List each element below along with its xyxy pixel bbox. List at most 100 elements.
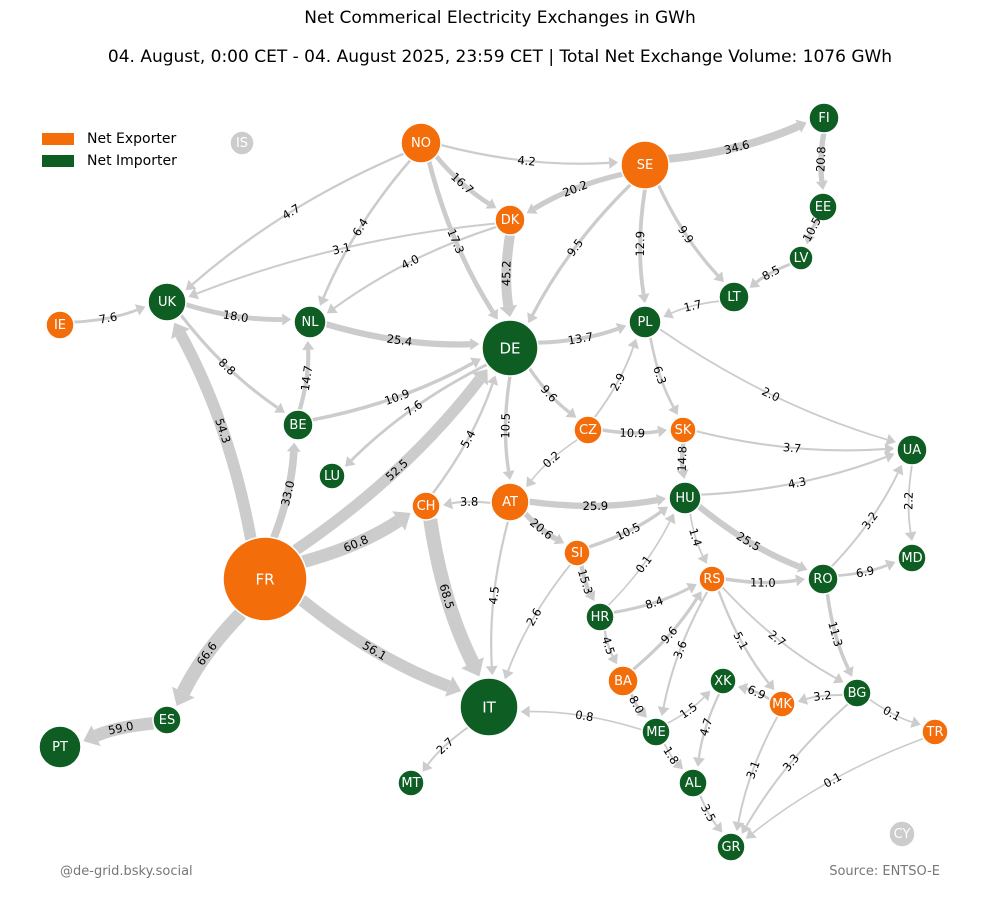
- flow-fr-uk: [175, 331, 257, 541]
- flow-arrowhead-nl-de: [470, 338, 480, 351]
- flow-de-at: [503, 375, 512, 472]
- flow-cz-pl: [593, 346, 635, 419]
- flow-arrowhead-se-pl: [637, 293, 650, 303]
- flow-arrowhead-rs-ro: [795, 574, 805, 587]
- node-ro: [807, 563, 839, 595]
- node-gr: [716, 832, 746, 862]
- flow-mk-gr: [737, 715, 779, 823]
- flow-label-ro-ua: 3.2: [859, 509, 881, 532]
- node-label-it: IT: [482, 699, 496, 717]
- flow-arrowhead-pl-sk: [668, 404, 679, 415]
- flow-arrowhead-tr-gr: [745, 828, 757, 839]
- node-se: [620, 140, 670, 190]
- flow-lt-pl: [671, 300, 720, 314]
- flow-se-pl: [638, 188, 647, 295]
- node-ba: [607, 665, 639, 697]
- node-de: [481, 319, 539, 377]
- flow-label-ie-uk: 7.6: [98, 309, 119, 326]
- flow-fr-de: [292, 375, 485, 555]
- flow-bg-mk: [806, 693, 844, 700]
- flow-arrowhead-hr-hu: [664, 513, 676, 525]
- flow-ua-md: [907, 464, 913, 533]
- flow-arrowhead-de-lu: [345, 456, 356, 467]
- flow-dk-nl: [333, 225, 497, 309]
- flow-arrowhead-fr-uk: [171, 322, 190, 340]
- node-label-rs: RS: [703, 572, 720, 587]
- flow-arrowhead-hr-ba: [607, 653, 618, 665]
- flow-arrowhead-it-mt: [422, 761, 433, 772]
- flow-arrowhead-bg-mk: [797, 693, 809, 705]
- node-rs: [698, 565, 726, 593]
- flow-arrowhead-no-se: [608, 156, 619, 169]
- flow-uk-be: [179, 314, 279, 409]
- flow-fr-es: [177, 608, 247, 696]
- flow-arrowhead-si-hr: [584, 590, 596, 601]
- flow-arrowhead-cz-pl: [627, 338, 639, 350]
- node-is: [229, 130, 255, 156]
- flow-ch-de: [431, 383, 494, 495]
- node-pl: [628, 305, 662, 339]
- node-lv: [788, 245, 814, 271]
- node-be: [282, 409, 314, 441]
- flow-arrowhead-mk-xk: [737, 682, 748, 695]
- flow-label-de-at: 10.5: [498, 413, 512, 439]
- flow-rs-mk: [717, 589, 770, 684]
- flow-arrowhead-no-dk: [485, 198, 497, 209]
- flow-se-de: [531, 183, 632, 316]
- flow-arrowhead-at-hu: [656, 494, 666, 506]
- flow-tr-gr: [752, 737, 924, 834]
- node-md: [897, 543, 927, 573]
- node-mt: [397, 769, 425, 797]
- flow-dk-uk: [196, 222, 496, 295]
- flow-arrowhead-cz-sk: [657, 425, 667, 438]
- flow-arrowhead-me-it: [520, 705, 530, 718]
- flow-label-se-lt: 9.9: [675, 223, 697, 246]
- node-label-fr: FR: [255, 571, 274, 589]
- node-dk: [494, 204, 526, 236]
- flow-ro-ua: [830, 472, 899, 568]
- node-es: [152, 705, 182, 735]
- node-label-fi: FI: [818, 111, 829, 126]
- flow-arrowhead-dk-uk: [188, 288, 199, 300]
- node-label-ch: CH: [417, 499, 436, 514]
- node-label-dk: DK: [501, 213, 520, 228]
- flow-hr-rs: [613, 586, 690, 614]
- node-label-uk: UK: [158, 295, 177, 310]
- flow-arrowhead-be-nl: [302, 340, 315, 351]
- flow-arrowhead-uk-be: [274, 402, 285, 413]
- flow-label-hu-ua: 4.3: [787, 474, 808, 491]
- flow-al-gr: [699, 794, 718, 827]
- flow-label-sk-hu: 14.8: [675, 446, 690, 472]
- credit-text: @de-grid.bsky.social: [60, 864, 193, 879]
- node-label-md: MD: [901, 551, 922, 566]
- flow-cz-sk: [601, 428, 659, 435]
- flow-arrowhead-cz-at: [526, 476, 537, 488]
- flow-me-al: [663, 742, 678, 764]
- node-label-lu: LU: [324, 469, 340, 484]
- flow-no-dk: [434, 154, 490, 206]
- flow-arrowhead-de-at: [502, 470, 515, 480]
- flow-se-dk: [533, 171, 624, 211]
- flow-hr-hu: [607, 521, 671, 607]
- flow-arrowhead-fr-es: [172, 686, 195, 706]
- flow-arrowhead-ch-it: [461, 657, 484, 677]
- flow-me-xk: [666, 696, 705, 725]
- flow-be-nl: [297, 349, 311, 411]
- flow-arrowhead-me-xk: [699, 690, 711, 702]
- node-fi: [808, 102, 840, 134]
- node-label-cy: CY: [894, 827, 911, 842]
- flow-label-hr-ba: 4.5: [599, 635, 618, 657]
- flow-label-me-it: 0.8: [574, 708, 594, 725]
- flow-arrowhead-hu-rs: [697, 553, 709, 564]
- flow-arrowhead-ee-lv: [803, 234, 815, 245]
- flow-arrowhead-no-uk: [185, 279, 197, 291]
- flow-arrows: [73, 119, 924, 839]
- flow-label-lt-pl: 1.7: [682, 297, 703, 315]
- node-lu: [318, 462, 346, 490]
- flow-label-es-pt: 59.0: [107, 719, 135, 738]
- flow-no-nl: [322, 159, 412, 299]
- flow-arrowhead-se-de: [527, 312, 538, 324]
- node-fr: [222, 536, 308, 622]
- node-ua: [896, 434, 928, 466]
